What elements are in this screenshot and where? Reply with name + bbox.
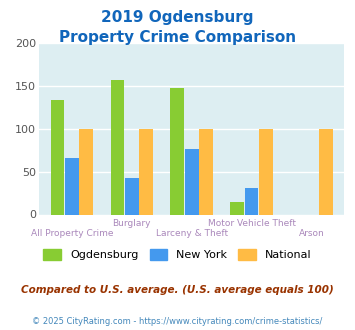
Text: Arson: Arson	[299, 229, 324, 238]
Bar	[139, 129, 153, 214]
Legend: Ogdensburg, New York, National: Ogdensburg, New York, National	[43, 249, 312, 260]
Bar	[245, 188, 258, 214]
Bar	[319, 129, 333, 214]
Text: Motor Vehicle Theft: Motor Vehicle Theft	[208, 219, 296, 228]
Bar	[170, 88, 184, 214]
Bar	[65, 158, 79, 214]
Bar	[199, 129, 213, 214]
Bar	[111, 80, 124, 214]
Bar	[125, 178, 139, 214]
Text: Compared to U.S. average. (U.S. average equals 100): Compared to U.S. average. (U.S. average …	[21, 285, 334, 295]
Text: Larceny & Theft: Larceny & Theft	[155, 229, 228, 238]
Text: Burglary: Burglary	[113, 219, 151, 228]
Bar	[230, 203, 244, 214]
Bar	[80, 129, 93, 214]
Text: © 2025 CityRating.com - https://www.cityrating.com/crime-statistics/: © 2025 CityRating.com - https://www.city…	[32, 317, 323, 326]
Bar	[51, 100, 65, 214]
Text: Property Crime Comparison: Property Crime Comparison	[59, 30, 296, 45]
Text: All Property Crime: All Property Crime	[31, 229, 113, 238]
Text: 2019 Ogdensburg: 2019 Ogdensburg	[101, 10, 254, 25]
Bar	[259, 129, 273, 214]
Bar	[185, 149, 198, 214]
